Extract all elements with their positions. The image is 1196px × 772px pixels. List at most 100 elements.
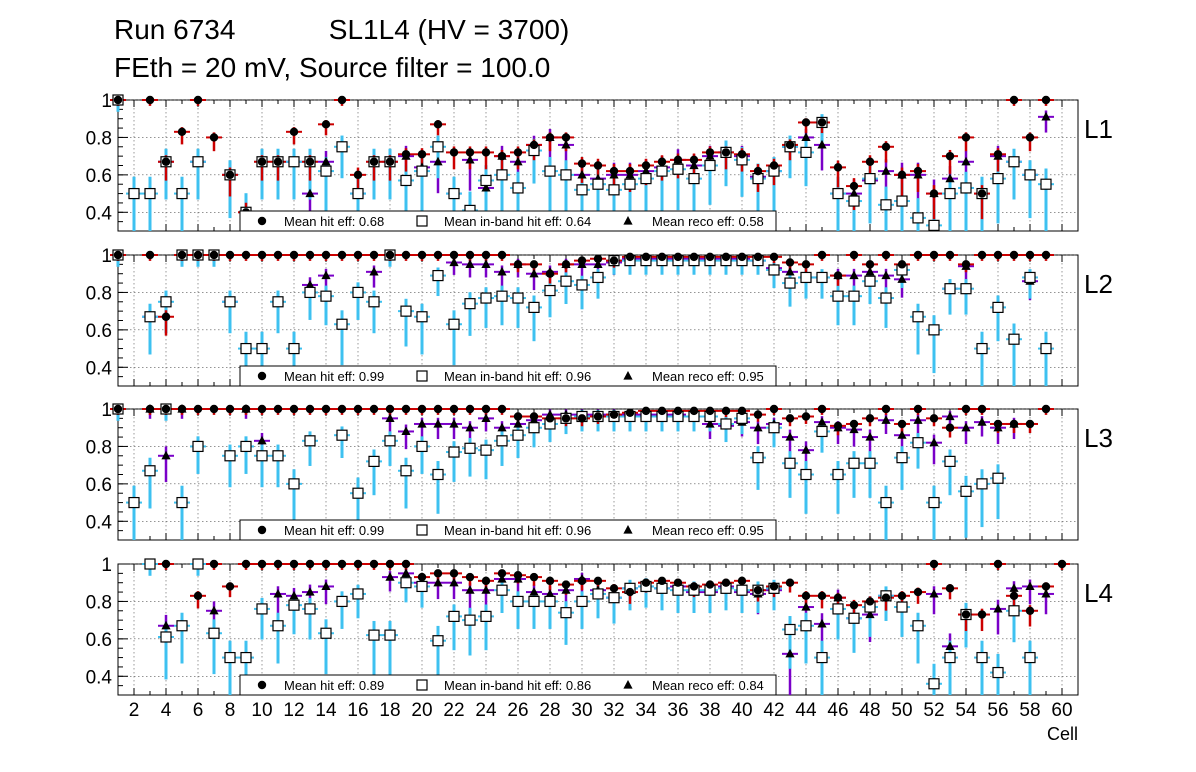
point-hit xyxy=(561,133,571,142)
x-tick-label: 40 xyxy=(731,700,752,721)
point-reco xyxy=(401,568,411,577)
point-inband xyxy=(256,603,268,615)
point-inband xyxy=(848,290,860,302)
point-hit xyxy=(993,250,1003,260)
legend-marker-hit xyxy=(257,680,267,690)
y-tick-label: 0.6 xyxy=(86,630,112,651)
x-axis-label: Cell xyxy=(1047,724,1078,744)
point-inband xyxy=(1040,342,1052,355)
point-reco xyxy=(753,422,763,432)
x-tick-label: 36 xyxy=(667,700,688,721)
point-hit xyxy=(625,587,635,597)
point-hit xyxy=(657,252,667,262)
point-reco xyxy=(801,445,811,454)
point-inband xyxy=(144,558,156,570)
point-inband xyxy=(800,620,812,632)
point-inband xyxy=(864,173,876,185)
point-hit xyxy=(961,610,971,619)
point-hit xyxy=(305,250,315,260)
point-hit xyxy=(897,419,907,429)
point-inband xyxy=(672,163,684,175)
point-inband xyxy=(496,290,508,302)
point-inband xyxy=(512,292,524,304)
legend-marker-inband xyxy=(416,370,428,382)
point-hit xyxy=(465,572,475,582)
point-inband xyxy=(480,292,492,304)
point-inband xyxy=(256,450,268,462)
point-inband xyxy=(784,623,796,636)
point-inband xyxy=(224,450,236,462)
point-hit xyxy=(1009,250,1019,260)
point-hit xyxy=(753,586,763,595)
point-hit xyxy=(145,404,155,414)
point-inband xyxy=(176,496,188,509)
point-hit xyxy=(657,406,667,416)
point-hit xyxy=(929,250,939,260)
x-tick-label: 30 xyxy=(571,700,592,721)
point-reco xyxy=(401,426,411,436)
point-reco xyxy=(305,188,315,198)
point-inband xyxy=(432,635,444,647)
point-hit xyxy=(193,404,203,414)
y-tick-label: 0.4 xyxy=(86,512,113,533)
point-inband xyxy=(768,422,780,434)
point-hit xyxy=(593,576,603,586)
point-inband xyxy=(480,174,492,187)
point-inband xyxy=(976,651,988,664)
point-hit xyxy=(225,250,235,260)
x-tick-label: 46 xyxy=(827,700,848,721)
point-inband xyxy=(288,478,300,490)
point-hit xyxy=(817,118,827,127)
point-hit xyxy=(1025,250,1035,260)
point-reco xyxy=(305,279,315,289)
point-hit xyxy=(321,404,331,414)
point-hit xyxy=(273,157,283,166)
x-tick-label: 48 xyxy=(859,700,880,721)
x-tick-label: 50 xyxy=(891,700,912,721)
point-reco xyxy=(465,422,475,432)
point-hit xyxy=(769,404,779,414)
point-hit xyxy=(385,250,395,260)
point-hit xyxy=(401,559,411,569)
point-inband xyxy=(528,301,540,313)
point-hit xyxy=(945,584,955,593)
point-reco xyxy=(497,573,507,583)
point-reco xyxy=(817,417,827,426)
point-hit xyxy=(385,404,395,414)
chamber-label: SL1L4 (HV = 3700) xyxy=(328,14,570,45)
point-inband xyxy=(944,187,956,200)
point-reco xyxy=(593,259,603,268)
point-hit xyxy=(881,593,891,602)
point-inband xyxy=(784,277,796,289)
point-inband xyxy=(464,442,476,454)
point-reco xyxy=(529,587,539,596)
y-tick-label: 0.6 xyxy=(86,166,112,187)
point-hit xyxy=(785,578,795,587)
legend-box xyxy=(239,365,777,387)
point-hit xyxy=(625,408,635,417)
point-hit xyxy=(257,250,267,260)
legend-entry-reco: Mean reco eff: 0.58 xyxy=(652,214,764,229)
point-inband xyxy=(336,141,348,153)
point-reco xyxy=(817,139,827,149)
point-inband xyxy=(320,627,332,639)
point-hit xyxy=(897,260,907,269)
point-reco xyxy=(369,266,379,276)
point-hit xyxy=(545,414,555,423)
point-inband xyxy=(832,290,844,302)
point-inband xyxy=(816,425,828,438)
point-hit xyxy=(209,559,219,569)
point-hit xyxy=(993,150,1003,159)
point-reco xyxy=(321,581,331,591)
point-hit xyxy=(401,250,411,260)
point-hit xyxy=(897,170,907,180)
point-hit xyxy=(705,580,715,589)
point-hit xyxy=(433,404,443,414)
point-inband xyxy=(352,487,364,499)
point-hit xyxy=(801,591,811,601)
point-inband xyxy=(448,187,460,200)
y-tick-label: 1 xyxy=(101,246,112,267)
point-hit xyxy=(673,155,683,165)
point-hit xyxy=(945,151,955,161)
point-inband xyxy=(544,165,556,177)
